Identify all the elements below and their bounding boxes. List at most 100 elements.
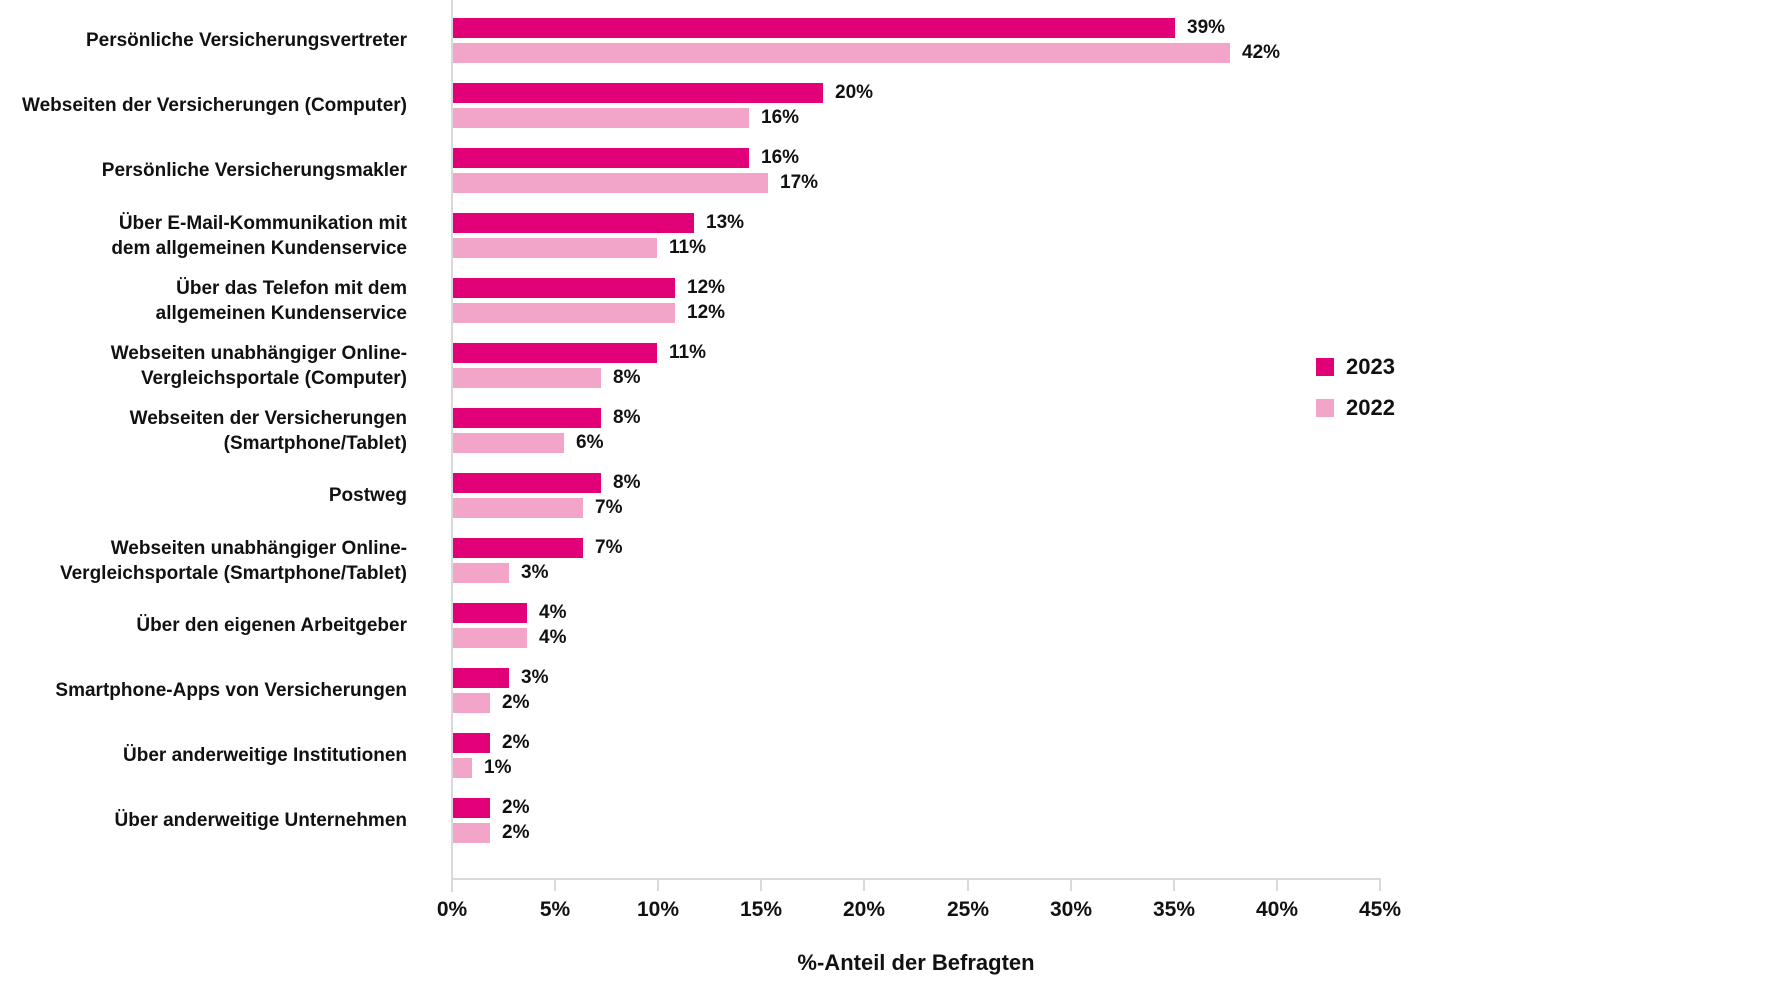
x-axis-tick-label: 15% <box>739 898 783 921</box>
legend-label-2022: 2022 <box>1346 395 1395 420</box>
bar-2022 <box>453 628 527 648</box>
bar-2023 <box>453 213 694 233</box>
bar-2023 <box>453 798 490 818</box>
bar-2022 <box>453 368 601 388</box>
value-label-2023: 4% <box>539 602 567 623</box>
bar-2022 <box>453 108 749 128</box>
x-axis-tick-label: 40% <box>1255 898 1299 921</box>
x-axis-tick <box>554 878 556 891</box>
x-axis-tick-label: 10% <box>636 898 680 921</box>
bar-2023 <box>453 538 583 558</box>
category-label: Persönliche Versicherungsvertreter <box>86 18 407 63</box>
bar-2022 <box>453 303 675 323</box>
x-axis-line <box>451 878 1381 880</box>
x-axis-tick <box>1379 878 1381 891</box>
bar-2022 <box>453 758 472 778</box>
bar-2023 <box>453 733 490 753</box>
value-label-2023: 7% <box>595 537 623 558</box>
bar-2023 <box>453 668 509 688</box>
value-label-2023: 8% <box>613 472 641 493</box>
category-label: Webseiten unabhängiger Online- Vergleichs… <box>60 537 407 584</box>
x-axis-tick-label: 45% <box>1358 898 1402 921</box>
category-label: Smartphone-Apps von Versicherungen <box>55 668 407 713</box>
value-label-2022: 8% <box>613 367 641 388</box>
value-label-2023: 39% <box>1187 17 1226 38</box>
category-label-line: Webseiten unabhängiger Online- <box>110 537 407 559</box>
category-label-line: Über E-Mail-Kommunikation mit <box>118 212 407 234</box>
value-label-2023: 2% <box>502 797 530 818</box>
x-axis-tick-label: 0% <box>436 898 468 921</box>
value-label-2022: 42% <box>1242 42 1281 63</box>
bar-2022 <box>453 563 509 583</box>
category-label-line: Persönliche Versicherungsmakler <box>101 160 407 181</box>
bar-2023 <box>453 408 601 428</box>
value-label-2022: 1% <box>484 757 512 778</box>
x-axis-tick <box>967 878 969 891</box>
value-label-2022: 11% <box>669 237 706 258</box>
value-label-2023: 13% <box>706 212 745 233</box>
value-label-2023: 12% <box>687 277 726 298</box>
bar-2023 <box>453 278 675 298</box>
value-label-2023: 3% <box>521 667 549 688</box>
category-label-line: Über anderweitige Institutionen <box>123 745 407 766</box>
legend-swatch-2022 <box>1316 399 1334 417</box>
x-axis-tick-label: 35% <box>1152 898 1196 921</box>
value-label-2022: 2% <box>502 692 530 713</box>
bar-2023 <box>453 148 749 168</box>
x-axis-tick-label: 30% <box>1049 898 1093 921</box>
x-axis-title: %-Anteil der Befragten <box>797 950 1035 975</box>
category-label: Webseiten unabhängiger Online- Vergleichs… <box>110 342 407 389</box>
category-label-line: allgemeinen Kundenservice <box>155 302 407 324</box>
category-label: Über den eigenen Arbeitgeber <box>136 603 407 648</box>
bar-2022 <box>453 433 564 453</box>
bar-2023 <box>453 343 657 363</box>
bar-2022 <box>453 823 490 843</box>
category-label-line: Vergleichsportale (Computer) <box>140 367 407 389</box>
value-label-2022: 6% <box>576 432 604 453</box>
value-label-2022: 2% <box>502 822 530 843</box>
bar-2023 <box>453 18 1175 38</box>
value-label-2022: 3% <box>521 562 549 583</box>
bar-2022 <box>453 498 583 518</box>
legend-swatch-2023 <box>1316 358 1334 376</box>
bar-2023 <box>453 83 823 103</box>
x-axis-tick <box>1276 878 1278 891</box>
category-label: Über E-Mail-Kommunikation mit dem allgeme… <box>111 212 407 259</box>
x-axis-tick <box>760 878 762 891</box>
legend-item-2023: 2023 <box>1316 354 1395 379</box>
category-label: Über anderweitige Unternehmen <box>115 798 407 843</box>
bar-2023 <box>453 473 601 493</box>
category-label-line: Über den eigenen Arbeitgeber <box>136 615 407 636</box>
x-axis-tick <box>863 878 865 891</box>
legend-item-2022: 2022 <box>1316 395 1395 420</box>
x-axis-tick-label: 20% <box>842 898 886 921</box>
category-label-line: Über das Telefon mit dem <box>176 277 407 299</box>
category-label-line: Webseiten der Versicherungen (Computer) <box>21 95 407 116</box>
category-label-line: Webseiten der Versicherungen <box>129 407 407 429</box>
value-label-2023: 8% <box>613 407 641 428</box>
y-axis-line <box>451 0 453 892</box>
category-label-line: Persönliche Versicherungsvertreter <box>85 30 407 51</box>
value-label-2022: 17% <box>780 172 819 193</box>
category-label-line: (Smartphone/Tablet) <box>223 432 407 454</box>
x-axis-tick <box>657 878 659 891</box>
x-axis-tick <box>1070 878 1072 891</box>
category-label: Über anderweitige Institutionen <box>123 733 407 778</box>
value-label-2023: 11% <box>669 342 706 363</box>
x-axis-tick <box>451 878 453 891</box>
category-label-line: Webseiten unabhängiger Online- <box>110 342 407 364</box>
category-label-line: Postweg <box>328 485 407 506</box>
value-label-2023: 20% <box>835 82 874 103</box>
value-label-2022: 7% <box>595 497 623 518</box>
category-label-line: dem allgemeinen Kundenservice <box>111 237 407 259</box>
category-label: Webseiten der Versicherungen (Smartphone/… <box>129 407 407 454</box>
bar-2023 <box>453 603 527 623</box>
x-axis-tick-label: 5% <box>539 898 571 921</box>
category-label: Über das Telefon mit dem allgemeinen Kund… <box>155 277 407 324</box>
bar-2022 <box>453 693 490 713</box>
value-label-2022: 16% <box>761 107 800 128</box>
x-axis-tick-label: 25% <box>946 898 990 921</box>
value-label-2022: 12% <box>687 302 726 323</box>
category-label-line: Über anderweitige Unternehmen <box>114 810 407 831</box>
